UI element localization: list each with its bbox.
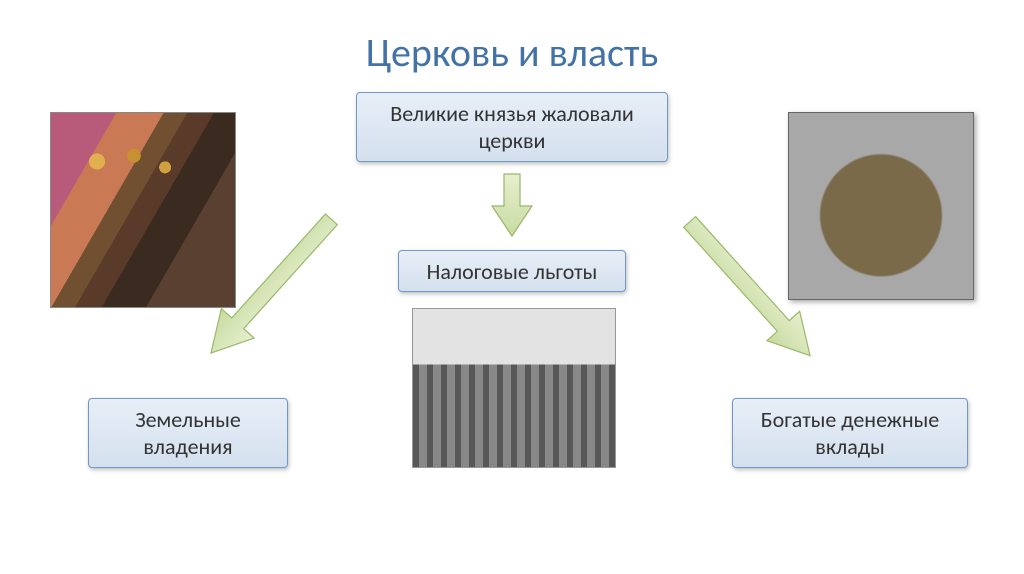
box-top-label: Великие князья жаловали церкви [371, 100, 653, 154]
box-middle-label: Налоговые льготы [427, 258, 598, 285]
slide-title: Церковь и власть [0, 28, 1024, 77]
box-left: Земельные владения [88, 398, 288, 468]
box-top: Великие князья жаловали церкви [356, 92, 668, 162]
box-right: Богатые денежные вклады [732, 398, 968, 468]
image-building [412, 308, 616, 468]
arrow-left [164, 176, 384, 396]
box-right-label: Богатые денежные вклады [747, 406, 953, 460]
arrow-down [488, 172, 536, 240]
box-left-label: Земельные владения [103, 406, 273, 460]
box-middle: Налоговые льготы [398, 250, 626, 292]
arrow-right [640, 176, 860, 396]
